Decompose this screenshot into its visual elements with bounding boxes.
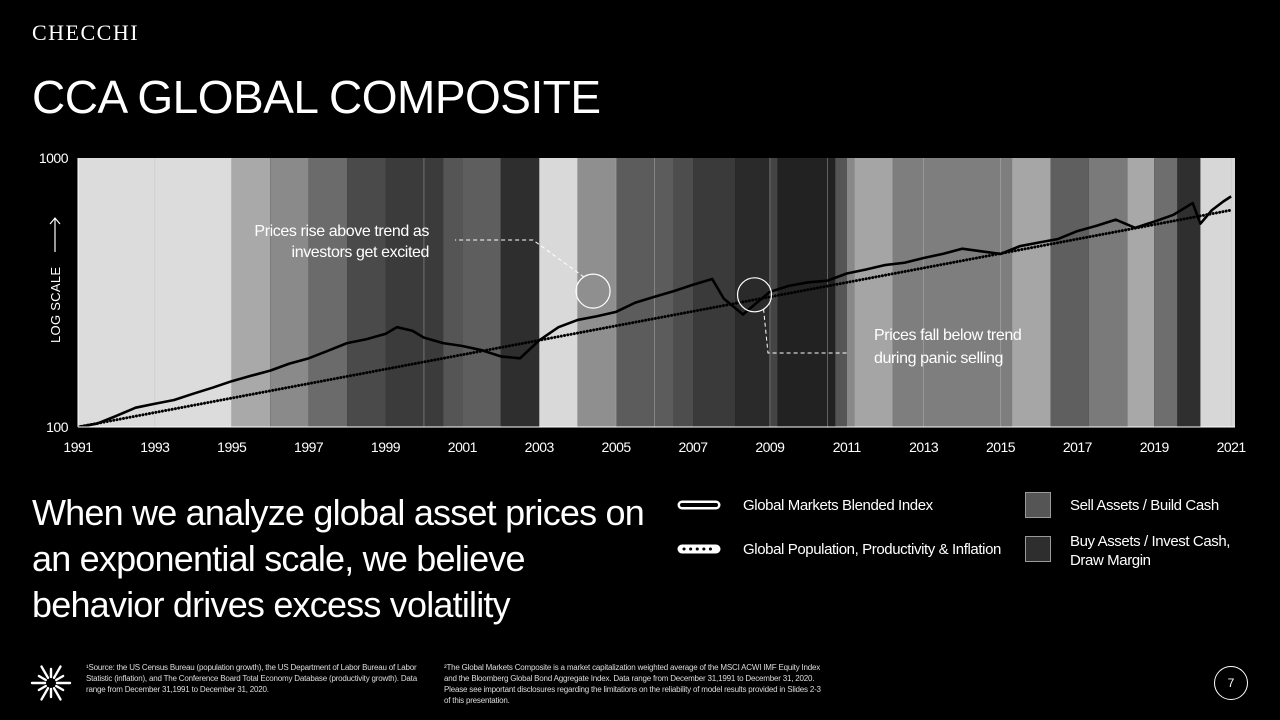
legend-trend-line-icon [677,544,721,554]
regime-band [1154,158,1178,427]
x-tick-label: 2005 [602,439,632,455]
page-title: CCA GLOBAL COMPOSITE [32,71,601,123]
regime-band [385,158,444,427]
regime-band [308,158,348,427]
footnote-source: ¹Source: the US Census Bureau (populatio… [86,663,417,694]
regime-band [892,158,1013,427]
legend-index-line-icon [677,500,721,510]
regime-band [539,158,578,427]
regime-band [1200,158,1235,427]
x-tick-label: 2013 [909,439,939,455]
x-tick-label: 2015 [986,439,1016,455]
index-series-line [77,195,1232,429]
tagline: When we analyze global asset prices on a… [32,492,645,625]
regime-band [854,158,893,427]
regime-band [231,158,271,427]
x-tick-label: 1991 [63,439,93,455]
series-lines [76,195,1233,429]
x-tick-label: 2009 [755,439,785,455]
regime-band [500,158,540,427]
y-axis-label: LOG SCALE [48,267,63,343]
x-tick-label: 2021 [1217,439,1247,455]
x-tick-label: 2011 [833,439,862,455]
legend-buy-swatch [1025,536,1051,562]
annotation-leader-fall [763,308,848,354]
arrow-right-icon [49,217,61,252]
x-tick-label: 1993 [140,439,170,455]
regime-band [1127,158,1155,427]
regime-bands [78,158,1235,427]
regime-band [443,158,463,427]
regime-band [735,158,770,427]
annotation-fall-text: Prices fall below trend during panic sell… [874,327,1021,367]
annotation-rise-text: Prices rise above trend as investors get … [254,223,429,261]
regime-band [846,158,855,427]
y-tick-label: 1000 [39,150,69,166]
regime-band [462,158,501,427]
x-tick-label: 2017 [1063,439,1093,455]
regime-band [616,158,674,427]
regime-band [1012,158,1051,427]
regime-band [270,158,309,427]
regime-band [835,158,847,427]
x-tick-label: 2019 [1140,439,1170,455]
regime-band [769,158,778,427]
x-tick-label: 2001 [448,439,478,455]
chart: Prices rise above trend as investors get … [39,150,1247,455]
annotation-circle-rise [575,273,611,309]
x-tick-label: 1997 [294,439,324,455]
legend-buy-label: Buy Assets / Invest Cash, Draw Margin [1070,533,1231,569]
legend-index-label: Global Markets Blended Index [743,497,933,514]
x-tick-label: 2003 [525,439,555,455]
sunburst-logo-icon [30,665,72,701]
legend-sell-label: Sell Assets / Build Cash [1070,497,1219,514]
y-tick-label: 100 [46,419,69,435]
x-tick-label: 2007 [678,439,708,455]
annotation-leader-rise [455,239,585,278]
legend-sell-swatch [1025,492,1051,518]
x-tick-label: 1995 [217,439,247,455]
regime-dividers [77,158,1232,427]
regime-band [693,158,736,427]
regime-band [1088,158,1128,427]
regime-band [1050,158,1089,427]
axes: 1991 1993 1995 1997 1999 2001 2003 2005 2007 2009… [39,150,1247,455]
annotation-circle-fall [736,277,773,313]
page-number: 7 [1214,666,1248,700]
x-tick-label: 1999 [371,439,401,455]
legend-trend-label: Global Population, Productivity & Inflat… [743,541,1001,558]
footnote-composite: ²The Global Markets Composite is a marke… [444,663,821,705]
annotations: Prices rise above trend as investors get … [254,223,1021,367]
regime-band [777,158,836,427]
brand-wordmark: CHECCHI [32,20,140,45]
regime-band [673,158,694,427]
regime-band [1177,158,1201,427]
regime-band [347,158,386,427]
trend-series-line [76,208,1233,429]
